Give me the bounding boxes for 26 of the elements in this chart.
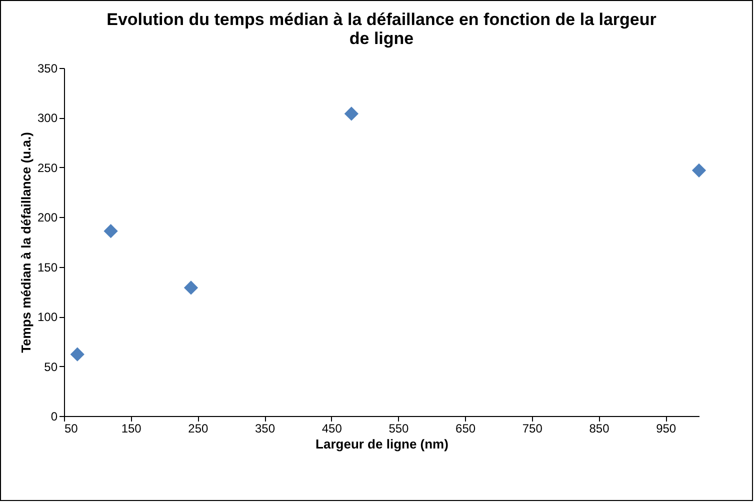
y-tick-label: 300 xyxy=(37,111,58,126)
x-tick-label: 50 xyxy=(64,422,78,436)
x-tick-label: 350 xyxy=(255,422,276,436)
x-tick-label: 850 xyxy=(589,422,610,436)
y-tick-label: 50 xyxy=(44,360,58,374)
x-tick-label: 750 xyxy=(522,422,543,436)
y-axis-title: Temps médian à la défaillance (u.a.) xyxy=(18,132,34,353)
x-tick-label: 450 xyxy=(322,422,342,436)
y-tick-label: 100 xyxy=(37,310,58,324)
chart-title: Evolution du temps médian à la défaillance en fonction de la largeur de ligne xyxy=(106,10,657,48)
point xyxy=(104,224,118,238)
x-tick-label: 250 xyxy=(188,422,209,436)
y-tick-label: 150 xyxy=(37,260,58,274)
x-tick-label: 950 xyxy=(656,422,676,436)
y-tick-label: 350 xyxy=(37,62,58,76)
y-tick-label: 250 xyxy=(37,160,58,175)
y-tick-label: 200 xyxy=(37,210,58,225)
x-axis-title: Largeur de ligne (nm) xyxy=(316,436,448,452)
x-tick-label: 650 xyxy=(456,422,476,436)
point xyxy=(344,106,358,121)
point xyxy=(184,280,198,295)
y-tick-label: 0 xyxy=(50,410,58,424)
point xyxy=(692,163,706,178)
point xyxy=(70,347,84,362)
x-tick-label: 550 xyxy=(388,422,410,436)
x-tick-label: 150 xyxy=(121,422,142,436)
